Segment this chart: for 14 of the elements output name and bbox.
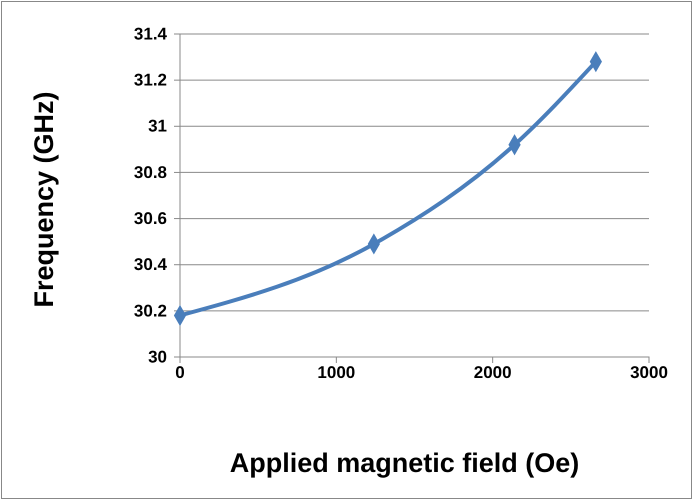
y-tick-label: 31.4 [134, 24, 168, 44]
y-tick-label: 30 [148, 347, 167, 366]
y-tick-label: 30.4 [134, 255, 168, 274]
y-tick-label: 30.6 [134, 209, 167, 228]
y-tick-label: 31.2 [134, 70, 167, 90]
x-tick-label: 3000 [630, 363, 668, 382]
y-tick-label: 30.2 [134, 301, 167, 320]
x-tick-label: 2000 [474, 363, 512, 382]
x-axis-title: Applied magnetic field (Oe) [230, 448, 580, 478]
x-tick-label: 1000 [317, 363, 356, 382]
x-tick-label: 0 [175, 363, 185, 382]
y-axis-title: Frequency (GHz) [29, 91, 59, 308]
y-tick-label: 31 [148, 116, 167, 136]
y-tick-label: 30.8 [134, 162, 167, 182]
